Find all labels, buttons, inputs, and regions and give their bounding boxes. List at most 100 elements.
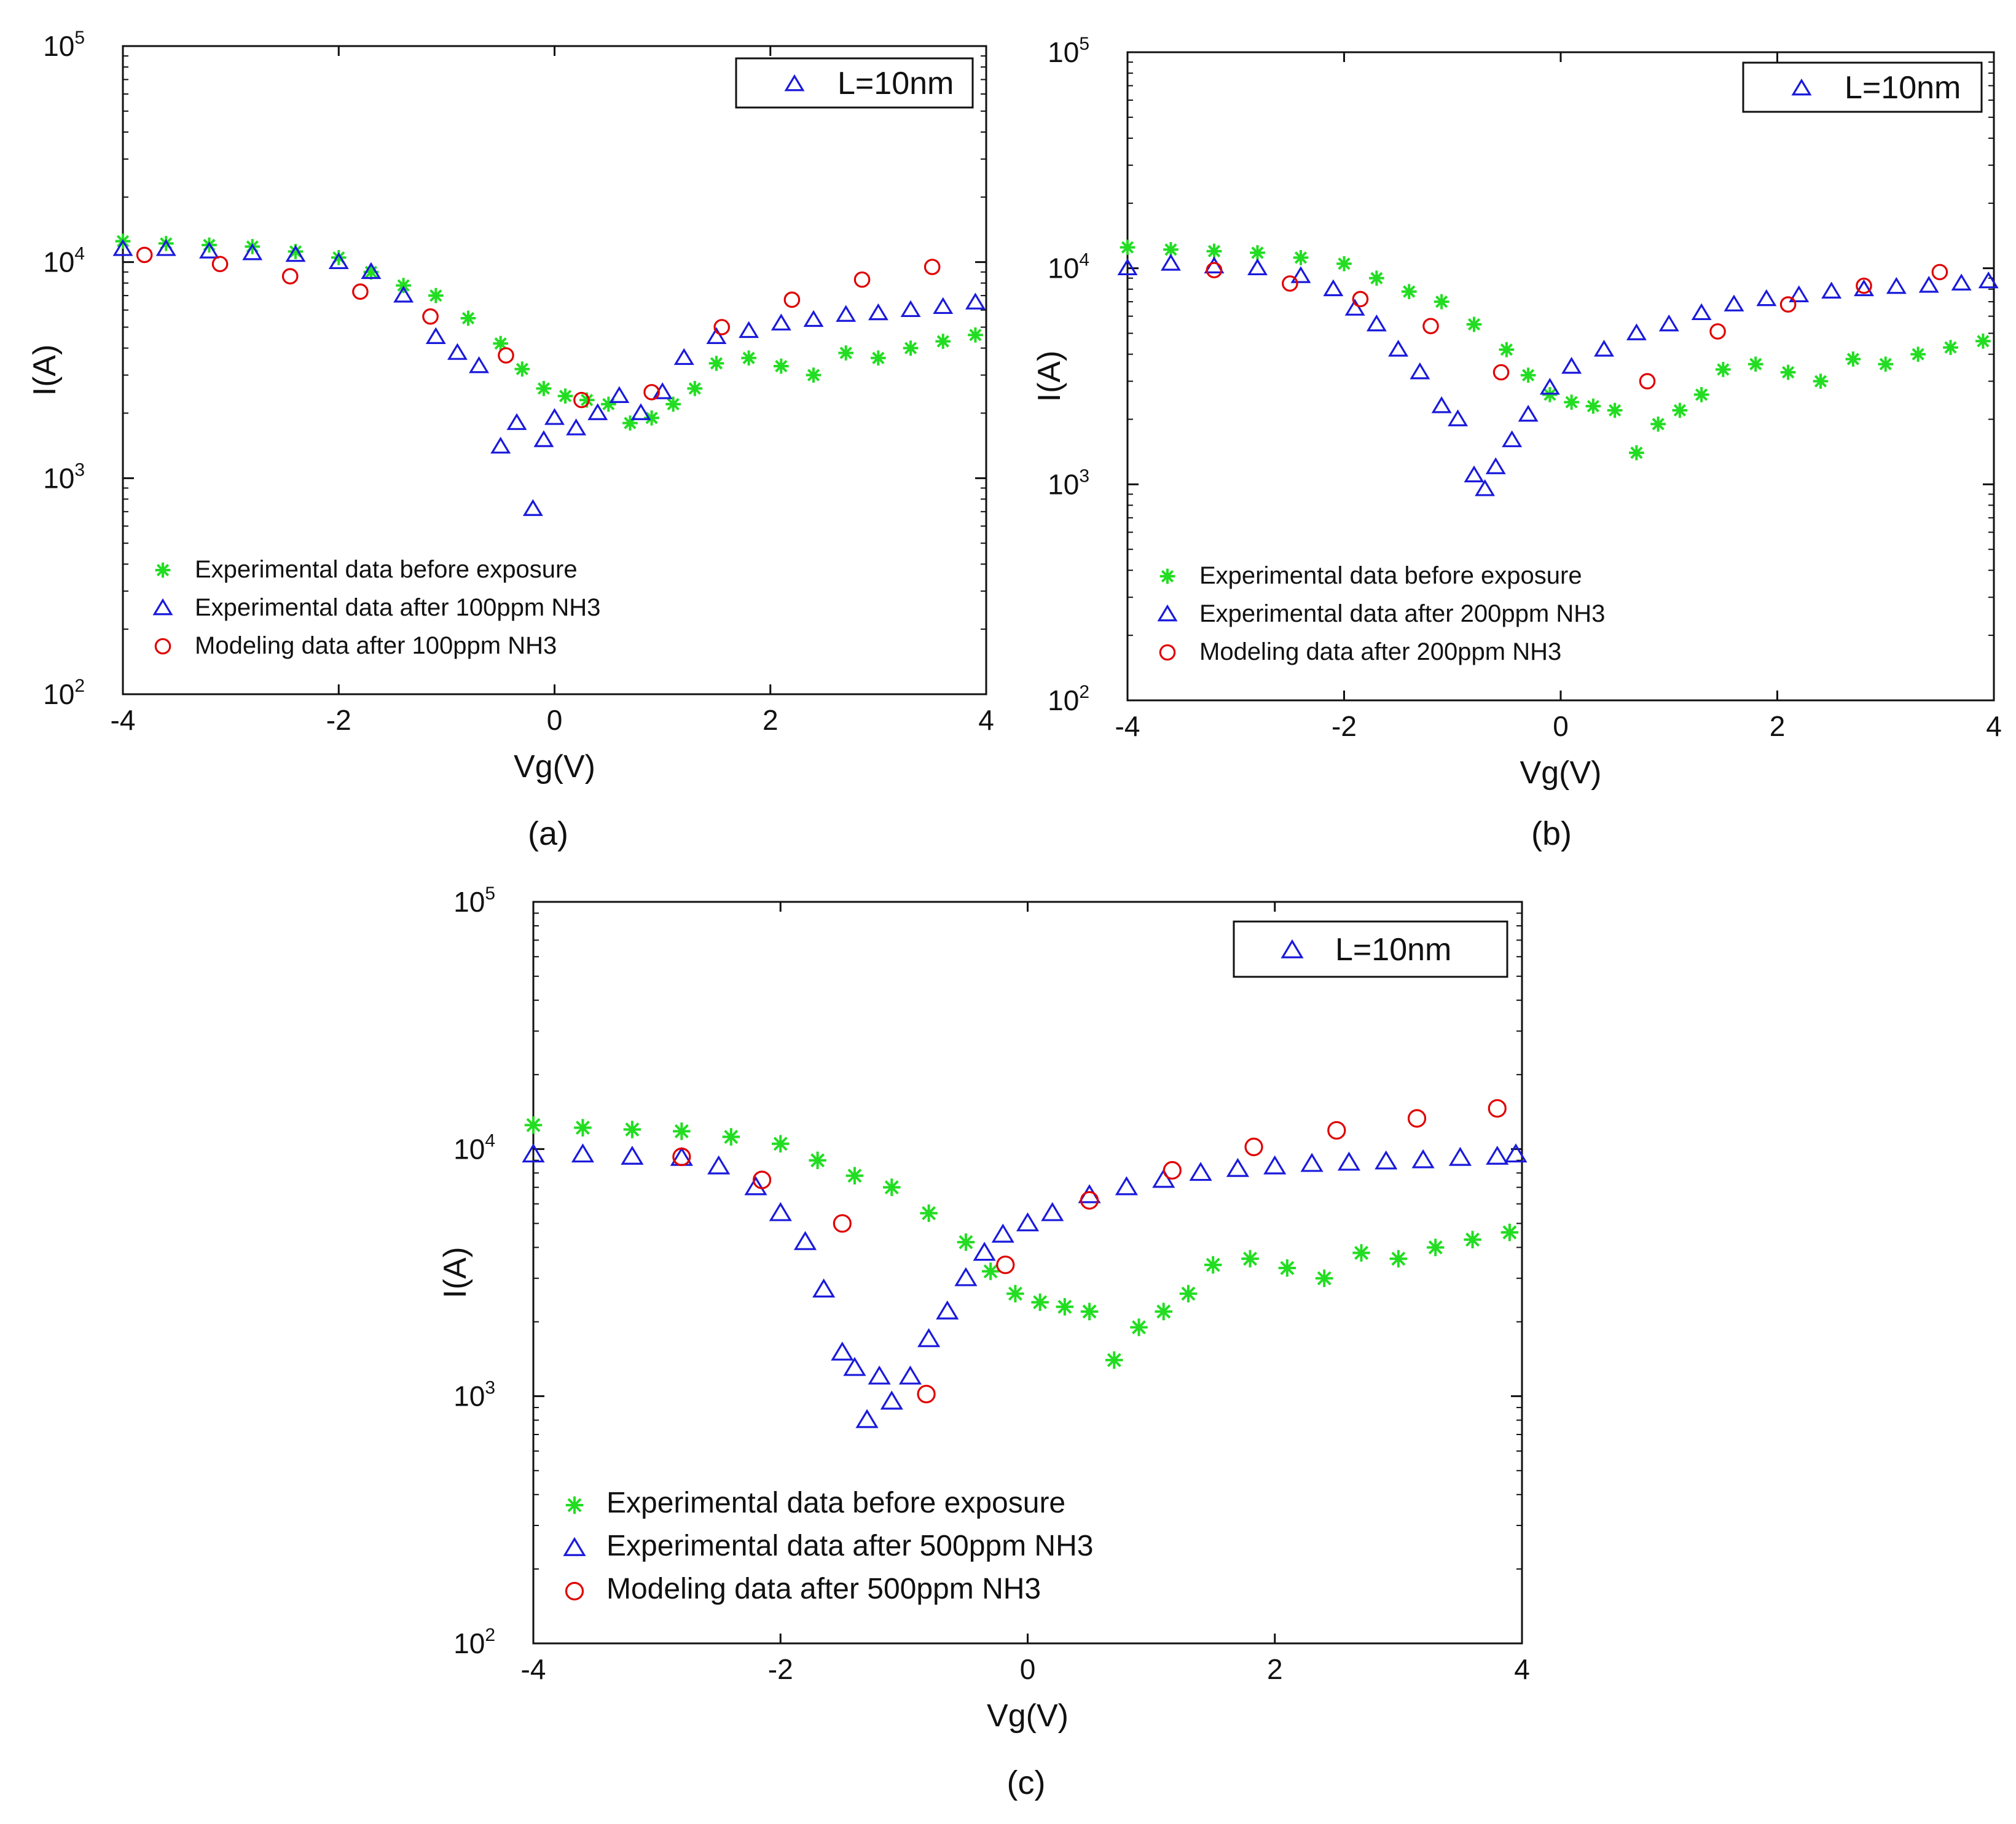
data-point-star (1315, 1269, 1333, 1287)
data-point-circle (211, 256, 229, 273)
data-point-star (1499, 342, 1515, 358)
data-point-triangle (900, 300, 921, 318)
series-circle (672, 1099, 1507, 1404)
data-point-star (1401, 284, 1417, 299)
data-point-triangle (199, 241, 219, 259)
series-star (524, 1116, 1519, 1369)
data-point-circle (917, 1385, 936, 1404)
x-tick-label: 0 (547, 704, 563, 736)
data-point-circle (1352, 291, 1369, 308)
data-point-star (957, 1233, 975, 1251)
data-point-triangle (836, 305, 857, 322)
data-point-star (1878, 356, 1894, 372)
data-point-star (809, 1151, 826, 1169)
data-point-triangle (855, 1409, 879, 1428)
data-point-star (1693, 387, 1709, 402)
data-point-triangle (1448, 1146, 1472, 1166)
data-point-triangle (1337, 1151, 1361, 1171)
data-point-star (1813, 374, 1829, 389)
data-point-triangle (1411, 1149, 1435, 1168)
data-point-circle (1080, 1191, 1099, 1210)
data-point-triangle (936, 1300, 959, 1320)
data-point-star (1464, 1231, 1481, 1249)
data-point-star (903, 340, 919, 356)
data-point-triangle (973, 1242, 996, 1261)
data-point-circle (1856, 277, 1872, 294)
data-point-circle (713, 319, 731, 335)
data-point-triangle (812, 1278, 836, 1298)
data-point-triangle (868, 1365, 891, 1385)
series-star (115, 233, 983, 431)
data-point-circle (1163, 1161, 1182, 1180)
data-point-triangle (533, 430, 554, 447)
y-axis-label: I(A) (1032, 351, 1067, 402)
data-point-triangle (1724, 294, 1744, 311)
data-point-star (1585, 398, 1601, 414)
data-point-circle (422, 308, 439, 325)
legend-entry-label: Modeling data after 100ppm NH3 (195, 632, 557, 659)
x-tick-label: 0 (1020, 1653, 1036, 1685)
data-point-triangle (621, 1145, 644, 1165)
x-tick-label: -2 (768, 1653, 793, 1685)
x-tick-label: -4 (521, 1653, 546, 1685)
y-axis-label: I(A) (27, 345, 63, 396)
x-tick-label: 0 (1553, 710, 1569, 742)
data-point-circle (1422, 318, 1439, 335)
box-legend-label: L=10nm (837, 66, 954, 101)
data-point-circle (1488, 1099, 1507, 1118)
data-point-triangle (1263, 1155, 1287, 1175)
data-point-star (871, 350, 886, 366)
data-point-triangle (1388, 340, 1409, 357)
data-point-triangle (285, 245, 306, 262)
data-point-triangle (1789, 285, 1810, 302)
legend-triangle-icon (1157, 604, 1178, 622)
data-point-star (579, 392, 595, 408)
data-point-star (806, 367, 822, 383)
legend-circle-icon (154, 638, 171, 655)
box-legend (1233, 920, 1508, 978)
x-tick-label: 4 (1514, 1653, 1530, 1685)
data-point-triangle (490, 436, 511, 454)
x-tick-label: 2 (1267, 1653, 1283, 1685)
data-point-circle (783, 291, 801, 308)
data-point-star (1369, 270, 1384, 286)
data-point-star (644, 410, 659, 426)
legend-entry-label: Experimental data before exposure (606, 1487, 1065, 1519)
series-circle (1206, 262, 1948, 389)
series-triangle (112, 239, 986, 516)
data-point-circle (498, 347, 514, 364)
data-point-star (363, 264, 379, 280)
data-point-triangle (587, 403, 608, 420)
data-point-triangle (1475, 479, 1496, 496)
data-point-circle (1244, 1137, 1263, 1156)
data-point-triangle (707, 1155, 731, 1175)
data-point-circle (672, 1147, 691, 1167)
chart-panel-3: -4 -2 0 2 4 102 103 104 105 Vg(V) I(A) L=10nm Experi… (437, 883, 1530, 1801)
y-tick-label: 105 (453, 883, 495, 918)
legend-entry-label: Experimental data before exposure (195, 556, 578, 583)
data-point-star (1716, 362, 1731, 377)
data-point-circle (1709, 323, 1726, 340)
legend-circle-icon (565, 1581, 584, 1601)
data-point-star (1910, 346, 1926, 362)
data-point-circle (1931, 264, 1948, 281)
y-tick-label: 103 (1048, 466, 1089, 500)
legend-circle-icon (1159, 644, 1176, 661)
data-point-triangle (793, 1231, 817, 1250)
data-point-star (1056, 1298, 1074, 1316)
box-legend-label: L=10nm (1335, 932, 1451, 968)
data-point-star (460, 310, 476, 326)
data-point-star (722, 1128, 740, 1146)
data-point-star (981, 1262, 1000, 1280)
data-point-star (1130, 1318, 1148, 1336)
data-point-star (1650, 416, 1666, 432)
data-point-star (1250, 245, 1265, 260)
data-point-star (1389, 1250, 1408, 1268)
legend-star-icon (1159, 568, 1175, 584)
data-point-circle (136, 246, 153, 264)
data-point-triangle (673, 348, 694, 366)
legend-entry-label: Experimental data after 500ppm NH3 (606, 1530, 1093, 1562)
legend-entry-label: Experimental data after 200ppm NH3 (1199, 600, 1605, 627)
data-point-circle (1282, 275, 1298, 292)
data-point-star (536, 381, 552, 396)
